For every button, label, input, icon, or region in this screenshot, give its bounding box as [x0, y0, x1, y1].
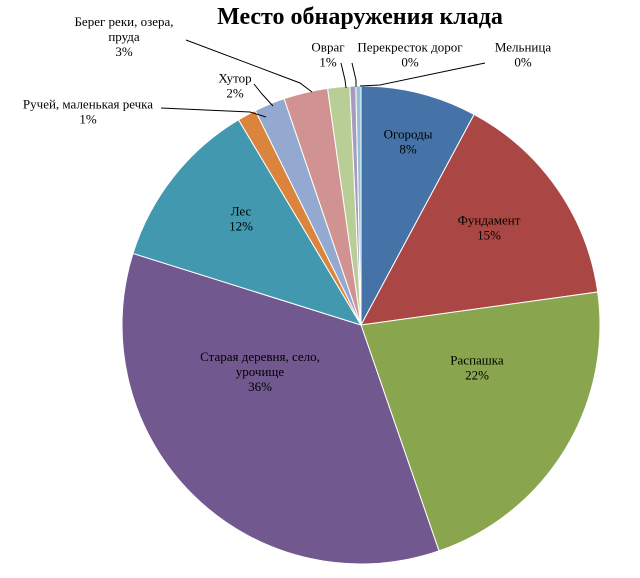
slice-label-4: Лес 12%	[229, 204, 253, 234]
leader-line-6	[253, 83, 274, 107]
slice-label-6: Хутор 2%	[218, 71, 251, 101]
slice-label-1: Фундамент 15%	[458, 213, 521, 243]
chart-title: Место обнаружения клада	[217, 4, 503, 30]
pie-slice-2	[360, 291, 601, 552]
slice-label-8: Овраг 1%	[311, 40, 344, 70]
leader-line-9	[351, 62, 357, 87]
slice-label-2: Распашка 22%	[450, 353, 504, 383]
pie-slice-4	[132, 119, 363, 326]
slice-label-3: Старая деревня, село, урочище 36%	[200, 349, 320, 394]
leader-line-5	[160, 107, 267, 118]
slice-label-10: Мельница 0%	[495, 40, 551, 70]
leader-line-10	[359, 62, 486, 87]
slice-label-7: Берег реки, озера, пруда 3%	[74, 14, 173, 59]
pie-slice-1	[360, 113, 599, 326]
leader-line-7	[185, 39, 313, 93]
leader-line-8	[340, 62, 347, 89]
slice-label-0: Огороды 8%	[384, 127, 433, 157]
slice-label-9: Перекресток дорог 0%	[357, 40, 462, 70]
pie-slice-3	[121, 252, 440, 565]
slice-label-5: Ручей, маленькая речка 1%	[23, 97, 153, 127]
